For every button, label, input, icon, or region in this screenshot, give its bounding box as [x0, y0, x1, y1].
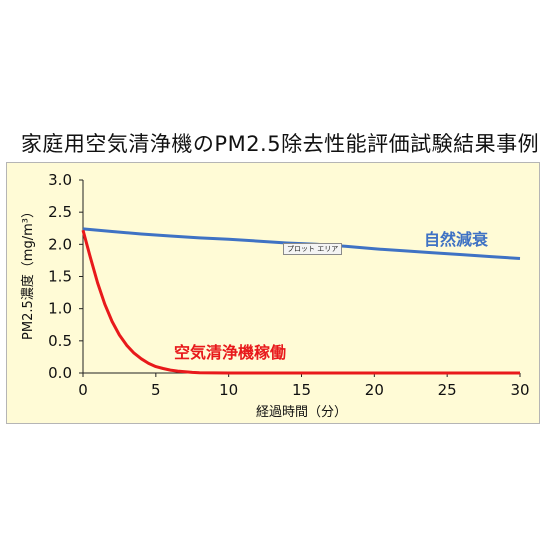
- y-tick-label: 0.0: [48, 364, 72, 382]
- y-tick-label: 2.5: [48, 203, 72, 221]
- x-tick-label: 20: [365, 381, 384, 399]
- axes: [79, 179, 521, 377]
- x-tick-label: 10: [219, 381, 238, 399]
- y-tick-label: 1.5: [48, 268, 72, 286]
- tick-labels: 0.0 0.5 1.0 1.5 2.0 2.5 3.0 0 5 10 15 20 25 30: [48, 171, 529, 399]
- x-tick-label: 25: [438, 381, 457, 399]
- chart-title: 家庭用空気清浄機のPM2.5除去性能評価試験結果事例: [20, 132, 540, 156]
- y-tick-label: 2.0: [48, 235, 72, 253]
- x-tick-label: 0: [78, 381, 88, 399]
- y-tick-label: 1.0: [48, 300, 72, 318]
- series-line-purifier: [81, 229, 520, 375]
- x-axis-label: 経過時間（分）: [256, 405, 347, 420]
- y-axis-label: PM2.5濃度（mg/m³）: [20, 205, 36, 340]
- x-tick-label: 5: [151, 381, 161, 399]
- x-tick-label: 15: [292, 381, 311, 399]
- series-label-purifier: 空気清浄機稼働: [174, 343, 286, 362]
- y-tick-label: 3.0: [48, 171, 72, 189]
- chart-frame: [6, 162, 540, 424]
- y-tick-label: 0.5: [48, 332, 72, 350]
- x-tick-label: 30: [510, 381, 529, 399]
- series-label-natural-decay: 自然減衰: [424, 230, 489, 249]
- plot-area-tooltip: プロット エリア: [283, 243, 343, 255]
